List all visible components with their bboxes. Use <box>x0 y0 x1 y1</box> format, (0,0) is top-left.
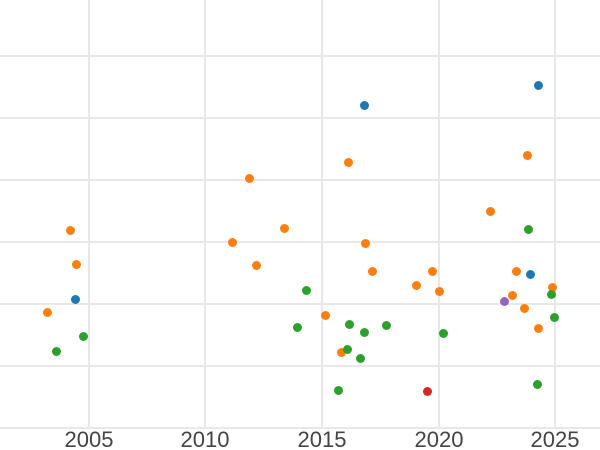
scatter-point-orange[interactable] <box>522 150 532 160</box>
scatter-point-purple[interactable] <box>499 296 509 306</box>
scatter-point-orange[interactable] <box>279 223 289 233</box>
horizontal-gridline <box>0 365 600 367</box>
scatter-point-blue[interactable] <box>359 100 369 110</box>
scatter-point-orange[interactable] <box>507 290 517 300</box>
x-tick-label: 2005 <box>64 427 114 450</box>
scatter-point-orange[interactable] <box>367 266 377 276</box>
scatter-point-green[interactable] <box>292 322 302 332</box>
scatter-point-orange[interactable] <box>434 286 444 296</box>
scatter-point-red[interactable] <box>422 386 432 396</box>
scatter-point-green[interactable] <box>381 320 391 330</box>
scatter-point-green[interactable] <box>344 319 354 329</box>
horizontal-gridline <box>0 241 600 243</box>
x-tick-label: 2010 <box>180 427 230 450</box>
horizontal-gridline <box>0 179 600 181</box>
scatter-point-orange[interactable] <box>244 173 254 183</box>
scatter-point-orange[interactable] <box>71 259 81 269</box>
scatter-point-green[interactable] <box>546 289 556 299</box>
scatter-point-orange[interactable] <box>320 310 330 320</box>
scatter-point-orange[interactable] <box>227 237 237 247</box>
scatter-point-blue[interactable] <box>525 269 535 279</box>
scatter-point-orange[interactable] <box>336 347 346 357</box>
vertical-gridline <box>204 0 206 428</box>
scatter-point-orange[interactable] <box>485 206 495 216</box>
scatter-point-orange[interactable] <box>65 225 75 235</box>
vertical-gridline <box>554 0 556 428</box>
scatter-point-orange[interactable] <box>511 266 521 276</box>
scatter-point-orange[interactable] <box>427 266 437 276</box>
vertical-gridline <box>88 0 90 428</box>
vertical-gridline <box>438 0 440 428</box>
scatter-point-green[interactable] <box>78 331 88 341</box>
scatter-point-orange[interactable] <box>533 323 543 333</box>
scatter-point-green[interactable] <box>359 327 369 337</box>
scatter-point-green[interactable] <box>342 344 352 354</box>
scatter-point-orange[interactable] <box>411 280 421 290</box>
horizontal-gridline <box>0 55 600 57</box>
vertical-gridline <box>321 0 323 428</box>
scatter-point-orange[interactable] <box>519 303 529 313</box>
scatter-point-green[interactable] <box>355 353 365 363</box>
scatter-point-blue[interactable] <box>70 294 80 304</box>
horizontal-gridline <box>0 117 600 119</box>
scatter-point-green[interactable] <box>549 312 559 322</box>
scatter-point-green[interactable] <box>301 285 311 295</box>
scatter-point-orange[interactable] <box>360 238 370 248</box>
scatter-point-orange[interactable] <box>251 260 261 270</box>
scatter-point-orange[interactable] <box>547 282 557 292</box>
scatter-point-orange[interactable] <box>343 157 353 167</box>
x-tick-label: 2025 <box>530 427 580 450</box>
scatter-point-green[interactable] <box>333 385 343 395</box>
scatter-point-green[interactable] <box>438 328 448 338</box>
scatter-point-blue[interactable] <box>533 80 543 90</box>
scatter-point-green[interactable] <box>51 346 61 356</box>
scatter-point-orange[interactable] <box>42 307 52 317</box>
x-tick-label: 2015 <box>297 427 347 450</box>
horizontal-gridline <box>0 427 600 429</box>
x-tick-label: 2020 <box>414 427 464 450</box>
scatter-point-green[interactable] <box>523 224 533 234</box>
horizontal-gridline <box>0 303 600 305</box>
scatter-point-green[interactable] <box>532 379 542 389</box>
